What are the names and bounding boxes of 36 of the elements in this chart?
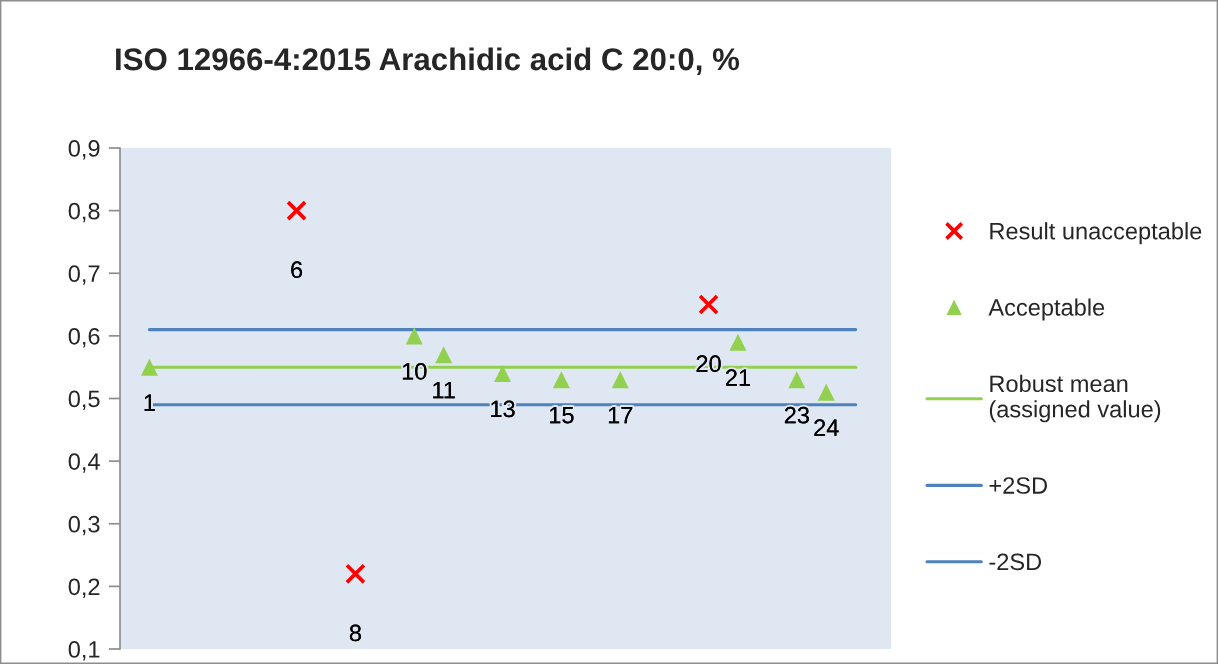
point — [817, 383, 835, 401]
legend-label: Result unacceptable — [990, 222, 1202, 245]
legend-label: +2SD — [989, 477, 1047, 494]
x-tick-label: 11 — [433, 382, 455, 399]
y-tick-label: 0,2 — [68, 578, 100, 598]
point — [286, 200, 307, 221]
point — [494, 364, 512, 382]
chart-title: ISO 12966-4:2015 Arachidic acid C 20:0, % — [116, 47, 740, 75]
x-tick-label: 24 — [814, 419, 839, 436]
y-tick-label: 0,7 — [68, 265, 100, 285]
point — [698, 294, 719, 315]
point — [405, 327, 423, 345]
y-tick-label: 0,6 — [68, 327, 100, 348]
x-tick-label: 23 — [784, 406, 809, 424]
x-tick-label: 6 — [291, 261, 303, 279]
legend-label: Acceptable — [988, 298, 1105, 321]
point — [729, 333, 747, 351]
x-tick-label: 10 — [402, 362, 427, 380]
point — [552, 371, 570, 389]
y-tick-label: 0,5 — [68, 390, 100, 411]
point — [140, 358, 158, 376]
x-tick-label: 21 — [726, 369, 750, 386]
legend-label: -2SD — [989, 553, 1042, 571]
y-tick-label: 0,8 — [68, 202, 100, 223]
x-tick-label: 8 — [349, 624, 361, 642]
y-tick-label: 0,3 — [68, 515, 100, 536]
point — [345, 563, 366, 585]
legend-label: Robust mean (assigned value) — [989, 374, 1161, 423]
x-tick-label: 15 — [550, 407, 574, 424]
point — [611, 371, 629, 389]
point — [788, 371, 806, 389]
x-tick-label: 17 — [608, 407, 633, 424]
point — [435, 346, 453, 364]
y-tick-label: 0,1 — [68, 641, 100, 661]
y-tick-label: 0,9 — [68, 140, 100, 160]
y-tick-label: 0,4 — [68, 453, 100, 473]
